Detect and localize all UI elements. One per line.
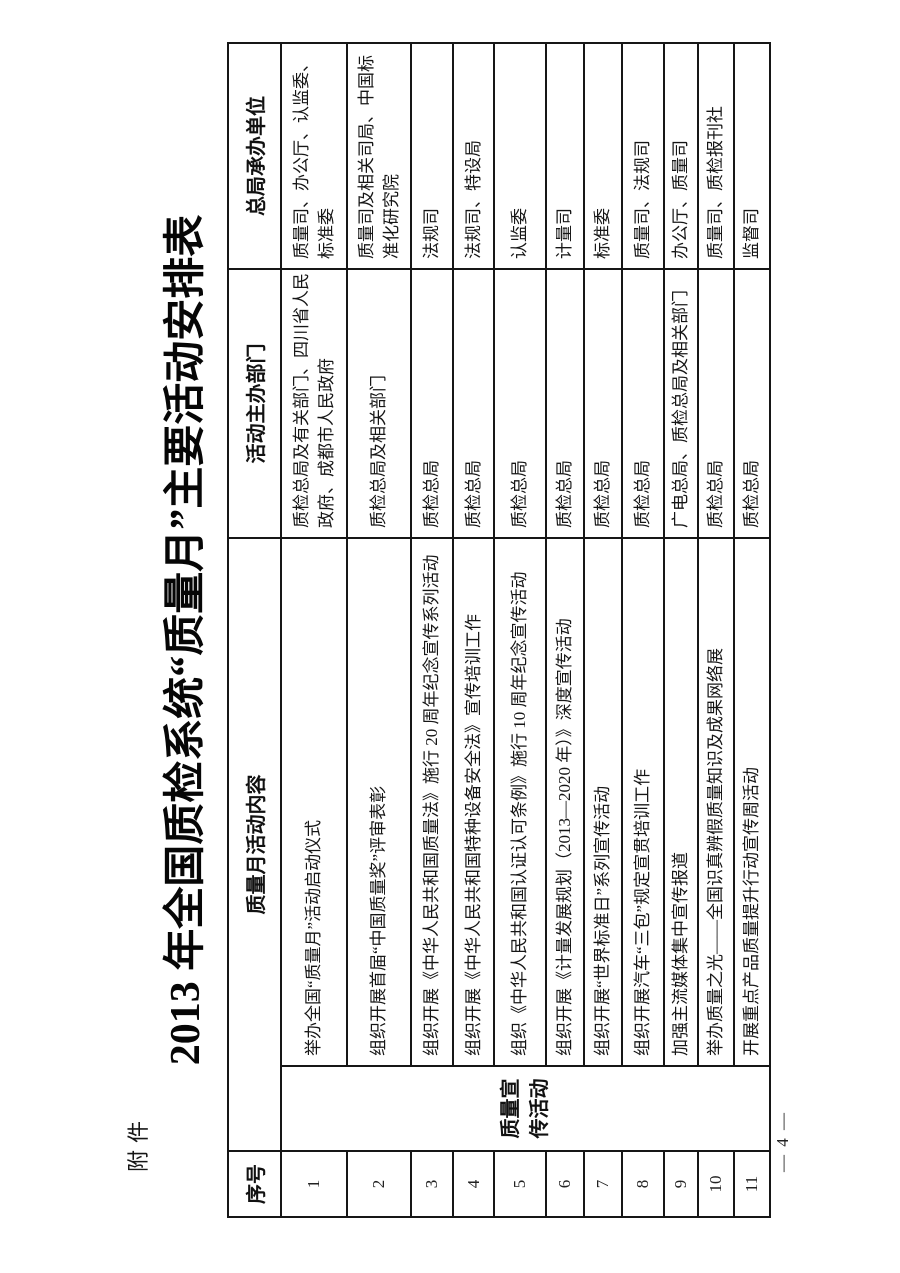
activity-content: 组织开展《中华人民共和国特种设备安全法》宣传培训工作: [453, 538, 494, 1066]
annex-label: 附件: [126, 1113, 151, 1172]
organizer: 质检总局: [584, 269, 622, 538]
table-row: 10 举办质量之光——全国识真辨假质量知识及成果网络展 质检总局 质量司、质检报…: [698, 43, 734, 1217]
organizer: 质检总局及有关部门、四川省人民政府、成都市人民政府: [281, 269, 347, 538]
table-row: 5 组织《中华人民共和国认证认可条例》施行 10 周年纪念宣传活动 质检总局 认…: [494, 43, 546, 1217]
organizer: 质检总局及相关部门: [347, 269, 411, 538]
row-index: 10: [698, 1151, 734, 1217]
table-row: 4 组织开展《中华人民共和国特种设备安全法》宣传培训工作 质检总局 法规司、特设…: [453, 43, 494, 1217]
organizer: 质检总局: [698, 269, 734, 538]
undertaker: 质量司及相关司局、中国标准化研究院: [347, 43, 411, 269]
row-index: 4: [453, 1151, 494, 1217]
undertaker: 办公厅、质量司: [664, 43, 698, 269]
undertaker: 计量司: [546, 43, 584, 269]
row-index: 5: [494, 1151, 546, 1217]
organizer: 广电总局、质检总局及相关部门: [664, 269, 698, 538]
undertaker: 质量司、质检报刊社: [698, 43, 734, 269]
activity-content: 组织开展“世界标准日”系列宣传活动: [584, 538, 622, 1066]
header-organizer: 活动主办部门: [228, 269, 281, 538]
table-row: 7 组织开展“世界标准日”系列宣传活动 质检总局 标准委: [584, 43, 622, 1217]
row-index: 7: [584, 1151, 622, 1217]
row-index: 6: [546, 1151, 584, 1217]
organizer: 质检总局: [411, 269, 453, 538]
undertaker: 法规司、特设局: [453, 43, 494, 269]
table-header-row: 序号 质量月活动内容 活动主办部门 总局承办单位: [228, 43, 281, 1217]
table-row: 8 组织开展汽车“三包”规定宣贯培训工作 质检总局 质量司、法规司: [622, 43, 664, 1217]
activity-content: 组织开展《计量发展规划（2013—2020 年）》深度宣传活动: [546, 538, 584, 1066]
activity-content: 组织《中华人民共和国认证认可条例》施行 10 周年纪念宣传活动: [494, 538, 546, 1066]
activity-content: 开展重点产品质量提升行动宣传周活动: [734, 538, 770, 1066]
table-row: 11 开展重点产品质量提升行动宣传周活动 质检总局 监督司: [734, 43, 770, 1217]
row-index: 3: [411, 1151, 453, 1217]
header-undertaker: 总局承办单位: [228, 43, 281, 269]
activity-content: 举办全国“质量月”活动启动仪式: [281, 538, 347, 1066]
organizer: 质检总局: [453, 269, 494, 538]
table-row: 6 组织开展《计量发展规划（2013—2020 年）》深度宣传活动 质检总局 计…: [546, 43, 584, 1217]
row-index: 9: [664, 1151, 698, 1217]
organizer: 质检总局: [494, 269, 546, 538]
activity-content: 加强主流媒体集中宣传报道: [664, 538, 698, 1066]
table-row: 2 组织开展首届“中国质量奖”评审表彰 质检总局及相关部门 质量司及相关司局、中…: [347, 43, 411, 1217]
activities-table: 序号 质量月活动内容 活动主办部门 总局承办单位 1 质量宣传活动 举办全国“质…: [227, 42, 771, 1218]
document-title: 2013 年全国质检系统“质量月”主要活动安排表: [163, 214, 209, 1066]
organizer: 质检总局: [622, 269, 664, 538]
rotated-landscape-content: 附件 2013 年全国质检系统“质量月”主要活动安排表 序号 质量月活动内容 活…: [115, 40, 805, 1240]
row-index: 2: [347, 1151, 411, 1217]
table-row: 1 质量宣传活动 举办全国“质量月”活动启动仪式 质检总局及有关部门、四川省人民…: [281, 43, 770, 1217]
page-number: — 4 —: [773, 1111, 792, 1172]
organizer: 质检总局: [734, 269, 770, 538]
header-index: 序号: [228, 1151, 281, 1217]
row-index: 11: [734, 1151, 770, 1217]
header-content: 质量月活动内容: [228, 538, 281, 1151]
activity-content: 组织开展首届“中国质量奖”评审表彰: [347, 538, 411, 1066]
undertaker: 质量司、法规司: [622, 43, 664, 269]
undertaker: 法规司: [411, 43, 453, 269]
row-index: 8: [622, 1151, 664, 1217]
category-cell: 质量宣传活动: [281, 1066, 770, 1151]
row-index: 1: [281, 1151, 347, 1217]
activity-content: 组织开展《中华人民共和国质量法》施行 20 周年纪念宣传系列活动: [411, 538, 453, 1066]
undertaker: 监督司: [734, 43, 770, 269]
undertaker: 认监委: [494, 43, 546, 269]
table-row: 9 加强主流媒体集中宣传报道 广电总局、质检总局及相关部门 办公厅、质量司: [664, 43, 698, 1217]
undertaker: 标准委: [584, 43, 622, 269]
organizer: 质检总局: [546, 269, 584, 538]
undertaker: 质量司、办公厅、认监委、标准委: [281, 43, 347, 269]
activity-content: 组织开展汽车“三包”规定宣贯培训工作: [622, 538, 664, 1066]
activity-content: 举办质量之光——全国识真辨假质量知识及成果网络展: [698, 538, 734, 1066]
table-row: 3 组织开展《中华人民共和国质量法》施行 20 周年纪念宣传系列活动 质检总局 …: [411, 43, 453, 1217]
